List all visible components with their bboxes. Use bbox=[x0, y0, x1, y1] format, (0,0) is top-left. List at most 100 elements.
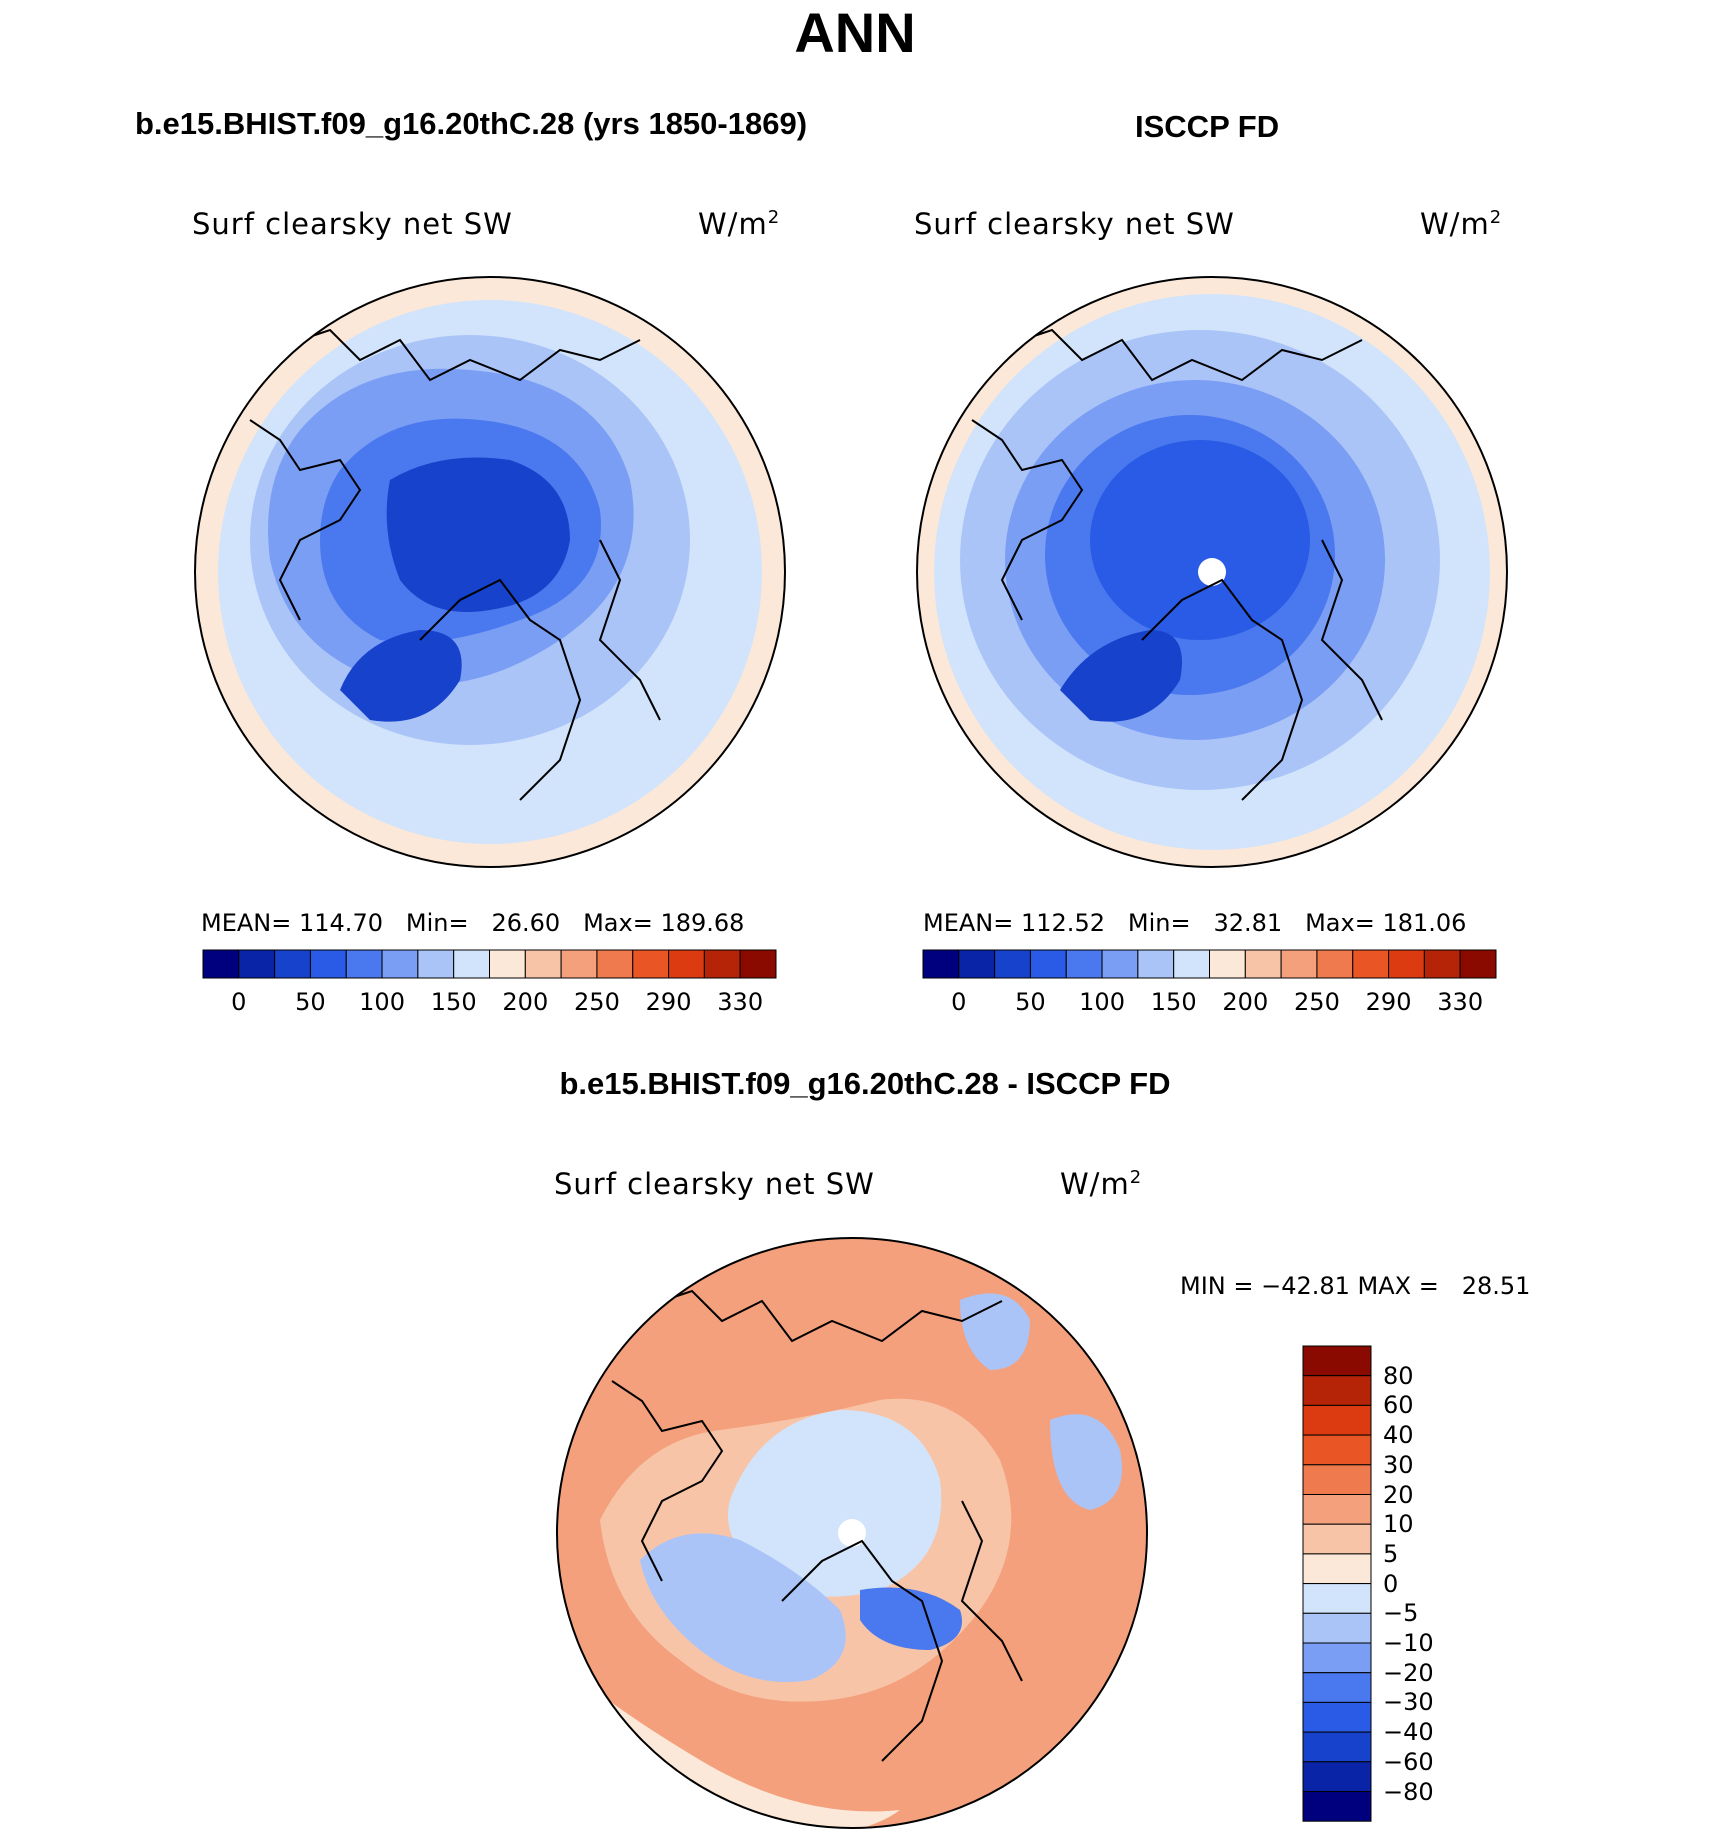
colorbar-swatch bbox=[453, 949, 490, 979]
diff-zone-negative-east bbox=[1050, 1414, 1122, 1510]
colorbar-tick-label: 150 bbox=[430, 988, 477, 1016]
left-variable-label: Surf clearsky net SW bbox=[192, 207, 513, 241]
colorbar-tick-label: 150 bbox=[1150, 988, 1197, 1016]
colorbar-tick-label: 200 bbox=[502, 988, 549, 1016]
colorbar-swatch bbox=[238, 949, 276, 979]
colorbar-tick-label: 200 bbox=[1222, 988, 1269, 1016]
colorbar-swatch bbox=[1302, 1404, 1372, 1436]
difference-colorbar bbox=[1302, 1345, 1372, 1822]
right-units-label: W/m2 bbox=[1420, 207, 1503, 241]
colorbar-swatch bbox=[958, 949, 996, 979]
diff-minmax: MIN = −42.81 MAX = 28.51 bbox=[1180, 1272, 1531, 1300]
colorbar-tick-label: −5 bbox=[1383, 1599, 1419, 1628]
colorbar-swatch bbox=[1302, 1791, 1372, 1822]
left-stats: MEAN= 114.70 Min= 26.60 Max= 189.68 bbox=[201, 909, 745, 937]
missing-data-pole bbox=[1198, 558, 1226, 586]
diff-zone-negative bbox=[640, 1533, 846, 1682]
colorbar-tick-label: 0 bbox=[951, 988, 967, 1016]
colorbar-tick-label: −60 bbox=[1383, 1747, 1434, 1776]
colorbar-swatch bbox=[1280, 949, 1318, 979]
colorbar-tick-label: 100 bbox=[359, 988, 405, 1016]
colorbar-tick-label: 20 bbox=[1383, 1480, 1414, 1509]
colorbar-swatch bbox=[632, 949, 670, 979]
colorbar-swatch bbox=[1101, 949, 1139, 979]
colorbar-swatch bbox=[1423, 949, 1461, 979]
colorbar-swatch bbox=[1302, 1612, 1372, 1644]
colorbar-swatch bbox=[1302, 1553, 1372, 1585]
colorbar-swatch bbox=[1388, 949, 1425, 979]
right-panel-title: ISCCP FD bbox=[1135, 109, 1280, 144]
colorbar-tick-label: 50 bbox=[1015, 988, 1046, 1016]
right-colorbar bbox=[922, 949, 1497, 979]
colorbar-swatch bbox=[1302, 1701, 1372, 1733]
missing-data-pole bbox=[838, 1519, 866, 1547]
map-zone-deep bbox=[1090, 440, 1310, 640]
map-zone-greenland bbox=[340, 630, 462, 722]
colorbar-tick-label: 290 bbox=[645, 988, 692, 1016]
colorbar-swatch bbox=[345, 949, 383, 979]
colorbar-tick-label: 330 bbox=[717, 988, 764, 1016]
colorbar-swatch bbox=[202, 949, 240, 979]
colorbar-tick-label: −20 bbox=[1383, 1658, 1434, 1687]
colorbar-swatch bbox=[994, 949, 1031, 979]
colorbar-tick-label: −40 bbox=[1383, 1718, 1434, 1747]
colorbar-swatch bbox=[1302, 1731, 1372, 1763]
right-map-border bbox=[916, 276, 1508, 868]
diff-zone-negative-light bbox=[728, 1410, 942, 1597]
left-colorbar bbox=[202, 949, 777, 979]
colorbar-swatch bbox=[524, 949, 562, 979]
colorbar-swatch bbox=[1137, 949, 1175, 979]
right-variable-label: Surf clearsky net SW bbox=[914, 207, 1235, 241]
colorbar-swatch bbox=[1302, 1494, 1372, 1525]
colorbar-swatch bbox=[1302, 1672, 1372, 1703]
colorbar-swatch bbox=[1352, 949, 1390, 979]
colorbar-tick-label: 0 bbox=[1383, 1569, 1399, 1598]
colorbar-tick-label: 330 bbox=[1437, 988, 1484, 1016]
colorbar-swatch bbox=[1173, 949, 1210, 979]
colorbar-swatch bbox=[489, 949, 526, 979]
colorbar-tick-label: 250 bbox=[1294, 988, 1340, 1016]
map-zone-deep bbox=[386, 457, 570, 612]
colorbar-swatch bbox=[739, 949, 777, 979]
coastlines bbox=[249, 328, 661, 801]
diff-zone-negative-strong bbox=[860, 1587, 962, 1650]
colorbar-swatch bbox=[1316, 949, 1354, 979]
colorbar-swatch bbox=[1302, 1761, 1372, 1793]
colorbar-tick-label: 0 bbox=[231, 988, 247, 1016]
colorbar-tick-label: 60 bbox=[1383, 1391, 1414, 1420]
left-units-label: W/m2 bbox=[698, 207, 781, 241]
colorbar-tick-label: 290 bbox=[1365, 988, 1412, 1016]
colorbar-tick-label: 50 bbox=[295, 988, 326, 1016]
colorbar-swatch bbox=[1302, 1464, 1372, 1496]
colorbar-tick-label: 40 bbox=[1383, 1421, 1414, 1450]
colorbar-tick-label: 5 bbox=[1383, 1539, 1399, 1568]
colorbar-tick-label: 10 bbox=[1383, 1510, 1414, 1539]
map-zone-greenland bbox=[1060, 630, 1182, 722]
difference-map-border bbox=[556, 1237, 1148, 1829]
colorbar-swatch bbox=[922, 949, 960, 979]
figure-title: ANN bbox=[794, 1, 916, 64]
colorbar-swatch bbox=[381, 949, 419, 979]
right-map bbox=[917, 277, 1507, 867]
colorbar-swatch bbox=[560, 949, 598, 979]
colorbar-swatch bbox=[1302, 1583, 1372, 1614]
colorbar-swatch bbox=[1029, 949, 1067, 979]
colorbar-swatch bbox=[596, 949, 634, 979]
colorbar-tick-label: −80 bbox=[1383, 1777, 1434, 1806]
colorbar-swatch bbox=[1244, 949, 1282, 979]
coastlines bbox=[611, 1289, 1023, 1762]
left-panel-title: b.e15.BHIST.f09_g16.20thC.28 (yrs 1850-1… bbox=[135, 106, 808, 141]
colorbar-tick-label: 30 bbox=[1383, 1450, 1414, 1479]
colorbar-swatch bbox=[1209, 949, 1246, 979]
colorbar-swatch bbox=[417, 949, 455, 979]
diff-units-label: W/m2 bbox=[1060, 1167, 1143, 1201]
colorbar-tick-label: −30 bbox=[1383, 1688, 1434, 1717]
colorbar-tick-label: 80 bbox=[1383, 1361, 1414, 1390]
colorbar-swatch bbox=[668, 949, 705, 979]
difference-panel-title: b.e15.BHIST.f09_g16.20thC.28 - ISCCP FD bbox=[559, 1066, 1171, 1101]
colorbar-swatch bbox=[1302, 1345, 1372, 1377]
right-stats: MEAN= 112.52 Min= 32.81 Max= 181.06 bbox=[923, 909, 1467, 937]
colorbar-tick-label: −10 bbox=[1383, 1629, 1434, 1657]
colorbar-swatch bbox=[1459, 949, 1497, 979]
